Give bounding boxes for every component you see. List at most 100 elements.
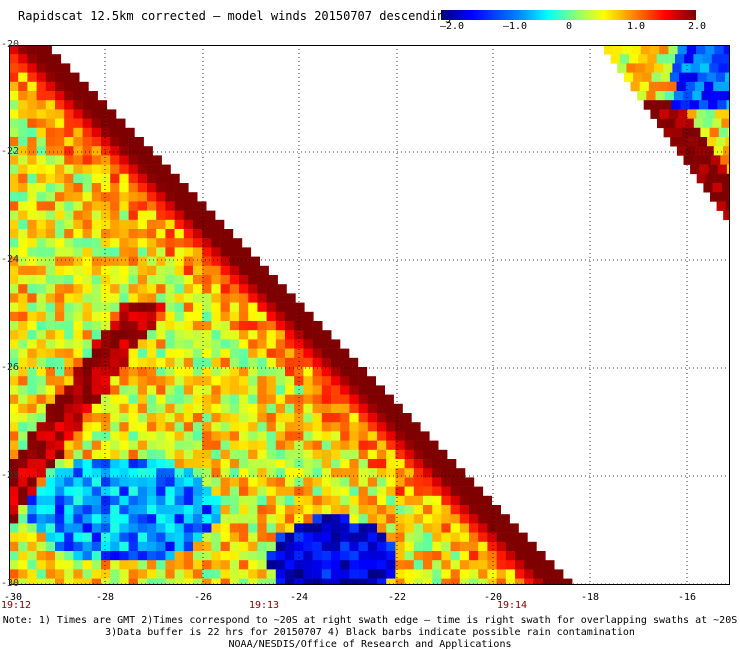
swath-cell [9, 265, 19, 276]
swath-cell [668, 109, 679, 119]
swath-cell [321, 578, 332, 585]
swath-cell [358, 505, 369, 515]
swath-cell [331, 495, 341, 506]
swath-cell [285, 413, 295, 423]
swath-cell [441, 541, 451, 552]
swath-cell [45, 413, 56, 423]
swath-cell [73, 229, 83, 239]
swath-cell [91, 302, 102, 313]
swath-cell [91, 247, 102, 257]
swath-cell [386, 514, 396, 524]
swath-cell [64, 302, 74, 313]
swath-cell [110, 210, 120, 221]
swath-cell [638, 54, 648, 64]
swath-cell [128, 201, 139, 211]
swath-cell [202, 394, 212, 405]
swath-cell [165, 256, 175, 267]
swath-cell [55, 284, 65, 294]
swath-cell [36, 385, 47, 395]
swath-cell [312, 514, 323, 524]
swath-cell [9, 339, 19, 349]
swath-cell [73, 468, 83, 478]
swath-cell [275, 505, 286, 515]
swath-cell [165, 495, 175, 506]
swath-cell [147, 183, 157, 193]
swath-cell [721, 54, 730, 64]
swath-cell [119, 413, 129, 423]
swath-cell [165, 173, 175, 184]
swath-cell [604, 45, 614, 55]
swath-cell [478, 569, 488, 579]
swath-cell [655, 91, 665, 101]
swath-cell [377, 541, 387, 552]
swath-cell [36, 459, 47, 469]
swath-cell [312, 385, 323, 395]
swath-cell [239, 284, 249, 294]
swath-cell [9, 109, 19, 119]
swath-cell [110, 477, 120, 487]
swath-cell [331, 413, 341, 423]
swath-cell [386, 560, 396, 570]
swath-cell [9, 201, 19, 211]
swath-cell [349, 514, 359, 524]
swath-cell [82, 449, 93, 460]
swath-cell [165, 183, 175, 193]
swath-cell [119, 505, 129, 515]
swath-cell [119, 394, 129, 405]
swath-cell [450, 477, 461, 487]
swath-cell [55, 311, 65, 322]
swath-cell [91, 532, 102, 543]
swath-cell [156, 229, 166, 239]
swath-cell [349, 449, 359, 460]
swath-cell [73, 247, 83, 257]
swath-cell [101, 486, 111, 497]
swath-cell [183, 367, 194, 377]
swath-cell [18, 247, 28, 257]
swath-cell [377, 505, 387, 515]
lon-label: -24 [289, 592, 309, 603]
swath-cell [110, 164, 120, 175]
swath-cell [156, 403, 166, 414]
swath-cell [137, 532, 148, 543]
swath-cell [174, 431, 185, 441]
swath-cell [119, 514, 129, 524]
swath-cell [110, 146, 120, 156]
swath-cell [128, 578, 139, 585]
swath-cell [220, 532, 231, 543]
swath-cell [193, 394, 203, 405]
swath-cell [193, 541, 203, 552]
swath-cell [18, 357, 28, 368]
swath-cell [147, 219, 157, 230]
swath-cell [183, 505, 194, 515]
swath-cell [413, 459, 424, 469]
swath-cell [239, 514, 249, 524]
swath-cell [713, 146, 724, 156]
swath-cell [73, 284, 83, 294]
swath-cell [91, 293, 102, 303]
swath-cell [9, 385, 19, 395]
swath-cell [671, 100, 681, 110]
swath-cell [9, 560, 19, 570]
swath-cell [18, 284, 28, 294]
swath-cell [663, 63, 673, 73]
swath-cell [64, 164, 74, 175]
swath-cell [358, 560, 369, 570]
swath-cell [156, 164, 166, 175]
swath-cell [73, 265, 83, 276]
swath-cell [303, 394, 313, 405]
swath-cell [715, 173, 725, 184]
swath-cell [119, 265, 129, 276]
swath-cell [413, 560, 424, 570]
swath-cell [469, 532, 479, 543]
swath-cell [654, 63, 664, 73]
swath-cell [27, 486, 37, 497]
swath-cell [119, 321, 129, 331]
swath-cell [193, 422, 203, 432]
swath-cell [312, 394, 323, 405]
swath-cell [211, 367, 221, 377]
swath-cell [82, 357, 93, 368]
swath-cell [432, 459, 442, 469]
swath-cell [45, 376, 56, 386]
swath-cell [110, 219, 120, 230]
swath-cell [515, 578, 525, 585]
